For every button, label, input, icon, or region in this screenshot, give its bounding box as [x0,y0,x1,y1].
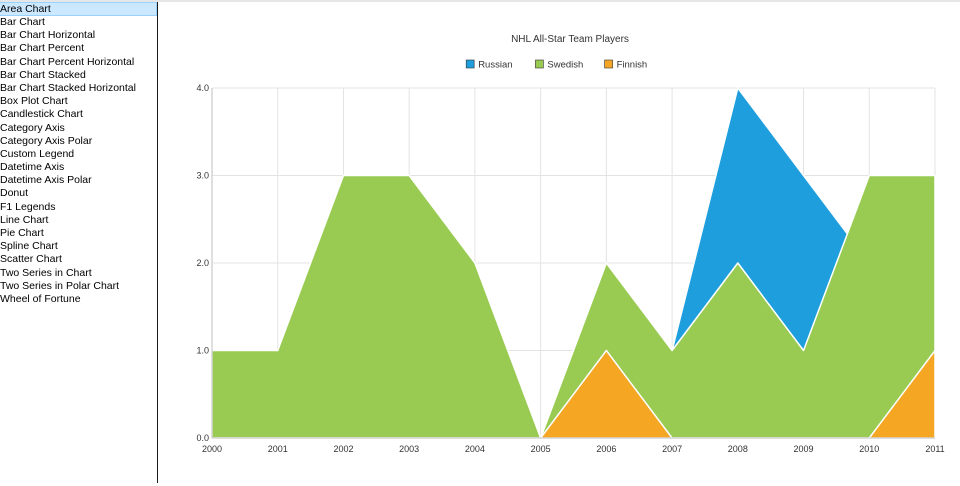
chart-type-item[interactable]: Pie Chart [0,227,44,239]
chart-panel: NHL All-Star Team Players Russian Swedish… [160,2,960,481]
chart-type-list[interactable]: Area Chart Bar Chart Bar Chart Horizontal B… [0,2,158,483]
y-tick-label: 2.0 [196,258,209,268]
legend-label-finnish: Finnish [617,60,648,71]
chart-type-item[interactable]: Datetime Axis Polar [0,174,92,187]
area-chart: NHL All-Star Team Players Russian Swedish… [196,34,944,454]
chart-type-item[interactable]: Custom Legend [0,147,75,160]
x-tick-label: 2006 [596,444,616,454]
x-tick-label: 2000 [202,444,222,454]
chart-type-item[interactable]: Line Chart [0,213,49,226]
chart-type-item[interactable]: Wheel of Fortune [0,292,81,305]
x-tick-label: 2010 [859,444,879,454]
chart-type-item[interactable]: Bar Chart Percent [0,42,85,55]
chart-type-list-items: Area Chart Bar Chart Bar Chart Horizontal B… [0,2,157,306]
chart-type-item[interactable]: Bar Chart Stacked Horizontal [0,81,136,94]
y-tick-label: 4.0 [196,83,209,93]
x-tick-label: 2004 [465,444,485,454]
top-border [0,0,960,2]
chart-type-item[interactable]: Two Series in Polar Chart [0,279,120,292]
chart-title: NHL All-Star Team Players [511,34,629,45]
chart-type-item[interactable]: Datetime Axis [0,161,65,174]
chart-legend: Russian Swedish Finnish [465,59,648,71]
chart-type-item[interactable]: Bar Chart Percent Horizontal [0,55,135,68]
chart-type-item[interactable]: Area Chart [0,2,157,16]
legend-swatch-russian [465,59,475,69]
legend-swatch-finnish [604,59,613,69]
x-tick-label: 2008 [728,444,748,454]
x-tick-label: 2009 [794,444,814,454]
y-tick-label: 1.0 [196,346,209,356]
chart-type-item[interactable]: Box Plot Chart [0,95,68,108]
legend-label-swedish: Swedish [547,60,583,71]
chart-type-item[interactable]: Scatter Chart [0,253,62,266]
x-tick-label: 2005 [531,444,551,454]
chart-type-item[interactable]: Bar Chart Stacked [0,68,86,81]
legend-label-russian: Russian [478,60,512,71]
legend-swatch-swedish [535,59,544,69]
chart-type-item[interactable]: Bar Chart Horizontal [0,29,96,42]
chart-type-item[interactable]: F1 Legends [0,200,56,213]
chart-type-item[interactable]: Bar Chart [0,16,45,28]
chart-type-item[interactable]: Category Axis [0,121,65,134]
x-tick-label: 2002 [333,444,353,454]
chart-type-item[interactable]: Donut [0,187,29,200]
y-tick-label: 0.0 [196,433,209,443]
x-tick-label: 2003 [399,444,419,454]
chart-type-item[interactable]: Candlestick Chart [0,108,83,121]
x-tick-label: 2001 [268,444,288,454]
chart-type-item[interactable]: Spline Chart [0,240,58,253]
y-tick-label: 3.0 [196,171,209,181]
x-tick-label: 2011 [925,444,944,454]
chart-type-item[interactable]: Category Axis Polar [0,134,93,147]
chart-axes: 0.0 1.0 2.0 3.0 4.0 2000 2001 2002 2003 2004 2005 2… [196,83,944,454]
x-tick-label: 2007 [662,444,682,454]
chart-type-item[interactable]: Two Series in Chart [0,266,92,279]
